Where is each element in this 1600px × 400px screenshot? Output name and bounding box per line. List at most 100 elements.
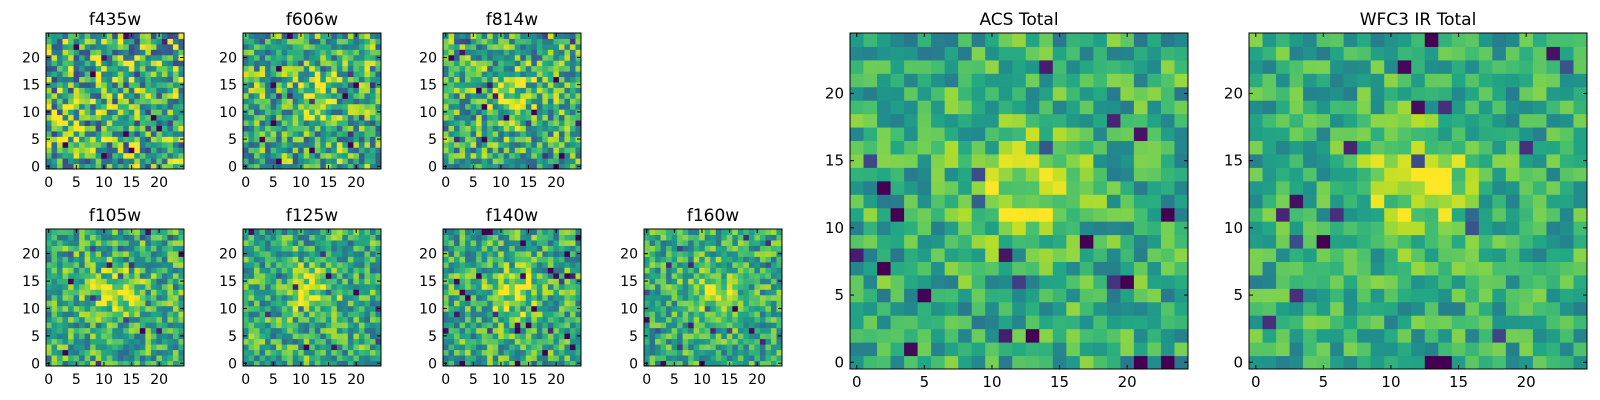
heatmap-cell	[547, 120, 554, 126]
heatmap-cell	[90, 327, 97, 334]
heatmap-cell	[342, 49, 349, 56]
heatmap-cell	[248, 147, 255, 154]
heatmap-cell	[57, 278, 64, 285]
heatmap-cell	[553, 300, 560, 307]
heatmap-cell	[309, 71, 316, 78]
heatmap-cell	[128, 76, 135, 83]
heatmap-cell	[68, 103, 75, 110]
heatmap-cell	[57, 152, 64, 159]
x-tick-label: 15	[520, 372, 538, 388]
heatmap-cell	[259, 327, 266, 334]
heatmap-cell	[73, 355, 80, 362]
heatmap-cell	[123, 120, 130, 126]
heatmap-cell	[850, 288, 865, 303]
heatmap-cell	[342, 141, 349, 148]
heatmap-cell	[520, 311, 527, 318]
heatmap-cell	[314, 239, 321, 246]
heatmap-cell	[325, 92, 332, 99]
heatmap-cell	[660, 294, 667, 301]
heatmap-cell	[57, 125, 64, 132]
heatmap-cell	[536, 360, 543, 367]
heatmap-cell	[68, 267, 75, 274]
heatmap-cell	[265, 311, 272, 318]
heatmap-cell	[325, 322, 332, 329]
heatmap-cell	[498, 60, 505, 67]
heatmap-cell	[732, 289, 739, 296]
heatmap-cell	[715, 234, 722, 241]
heatmap-cell	[314, 333, 321, 340]
heatmap-cell	[178, 158, 185, 165]
heatmap-cell	[73, 120, 80, 126]
heatmap-cell	[985, 221, 1000, 236]
heatmap-cell	[536, 114, 543, 121]
heatmap-cell	[1039, 167, 1054, 182]
heatmap-cell	[748, 300, 755, 307]
heatmap-cell	[134, 103, 141, 110]
heatmap-cell	[520, 54, 527, 61]
heatmap-cell	[715, 349, 722, 356]
heatmap-cell	[715, 267, 722, 274]
heatmap-cell	[353, 98, 360, 105]
x-tick-label: 5	[670, 372, 679, 388]
heatmap-cell	[542, 158, 549, 165]
heatmap-cell	[958, 207, 973, 222]
heatmap-cell	[270, 278, 277, 285]
heatmap-cell	[265, 76, 272, 83]
heatmap-cell	[309, 43, 316, 50]
heatmap-cell	[364, 76, 371, 83]
heatmap-cell	[112, 349, 119, 356]
heatmap-cell	[265, 322, 272, 329]
heatmap-cell	[759, 300, 766, 307]
heatmap-cell	[303, 338, 310, 345]
heatmap-cell	[1133, 315, 1148, 330]
heatmap-cell	[890, 315, 905, 330]
heatmap-cell	[569, 33, 576, 39]
y-tick-label: 10	[419, 301, 437, 317]
heatmap-cell	[331, 283, 338, 290]
heatmap-cell	[547, 355, 554, 362]
heatmap-cell	[112, 283, 119, 290]
heatmap-cell	[677, 305, 684, 312]
heatmap-cell	[726, 267, 733, 274]
heatmap-cell	[688, 239, 695, 246]
heatmap-cell	[531, 141, 538, 148]
heatmap-cell	[465, 349, 472, 356]
y-tick-label: 15	[419, 78, 437, 94]
y-tick-label: 0	[31, 356, 40, 372]
heatmap-cell	[553, 158, 560, 165]
heatmap-cell	[303, 289, 310, 296]
heatmap-cell	[364, 261, 371, 268]
heatmap-cell	[112, 272, 119, 279]
heatmap-cell	[531, 49, 538, 56]
heatmap-cell	[481, 239, 488, 246]
heatmap-cell	[470, 125, 477, 132]
heatmap-cell	[243, 327, 250, 334]
heatmap-cell	[454, 136, 461, 143]
heatmap-cell	[145, 54, 152, 61]
heatmap-cell	[254, 136, 261, 143]
heatmap-cell	[336, 87, 343, 94]
heatmap-cell	[270, 158, 277, 165]
x-tick-label: 5	[469, 372, 478, 388]
heatmap-cell	[276, 305, 283, 312]
heatmap-cell	[292, 333, 299, 340]
heatmap-cell	[1052, 167, 1067, 182]
heatmap-cell	[776, 311, 783, 318]
heatmap-cell	[123, 261, 130, 268]
heatmap-cell	[1066, 167, 1081, 182]
heatmap-cell	[498, 92, 505, 99]
heatmap-cell	[172, 283, 179, 290]
heatmap-cell	[553, 256, 560, 263]
heatmap-cell	[732, 272, 739, 279]
heatmap-cell	[57, 76, 64, 83]
heatmap-cell	[536, 256, 543, 263]
heatmap-cell	[243, 158, 250, 165]
heatmap-cell	[342, 305, 349, 312]
heatmap-cell	[287, 76, 294, 83]
heatmap-cell	[748, 272, 755, 279]
heatmap-cell	[666, 338, 673, 345]
heatmap-cell	[1093, 355, 1108, 370]
heatmap-cell	[890, 153, 905, 168]
heatmap-cell	[542, 272, 549, 279]
